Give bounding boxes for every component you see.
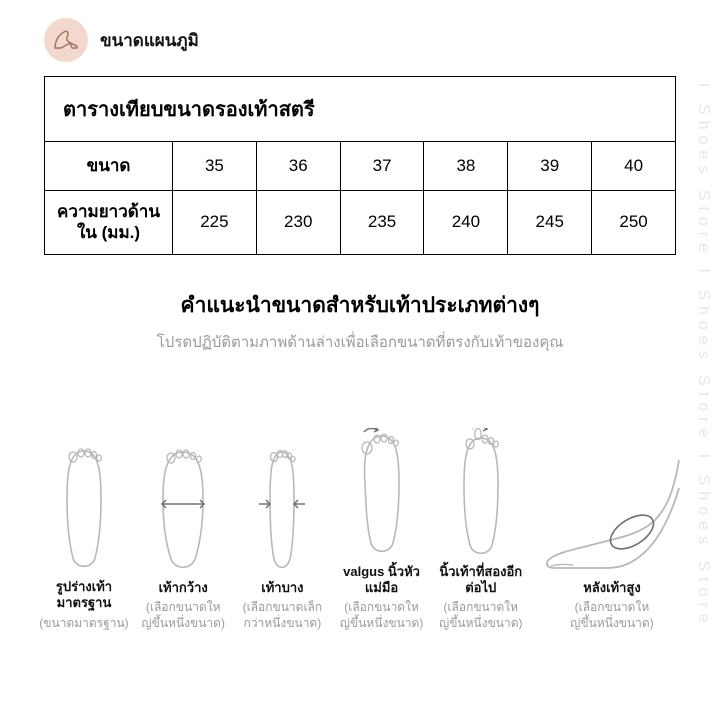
cell: 36 [256, 142, 340, 191]
foot-sublabel: (ขนาดมาตรฐาน) [39, 616, 128, 632]
foot-outline-icon [55, 443, 113, 573]
cell: 240 [424, 191, 508, 255]
header: ขนาดแผนภูมิ [0, 0, 720, 76]
foot-sublabel: (เลือกขนาดเล็ก กว่าหนึ่งขนาด) [243, 600, 323, 631]
size-table: ตารางเทียบขนาดรองเท้าสตรี ขนาด 35 36 37 … [44, 76, 676, 255]
cell: 250 [592, 191, 676, 255]
cell: 35 [173, 142, 257, 191]
foot-side-icon [537, 454, 687, 574]
page-title: ขนาดแผนภูมิ [100, 27, 199, 54]
cell: 235 [340, 191, 424, 255]
table-caption: ตารางเทียบขนาดรองเท้าสตรี [45, 77, 676, 142]
advice-subtitle: โปรดปฏิบัติตามภาพด้านล่างเพื่อเลือกขนาดท… [0, 330, 720, 354]
row-header-size: ขนาด [45, 142, 173, 191]
advice-section: คำแนะนำขนาดสำหรับเท้าประเภทต่างๆ โปรดปฏิ… [0, 289, 720, 354]
foot-outline-icon [452, 428, 510, 558]
foot-sublabel: (เลือกขนาดให ญ่ขึ้นหนึ่งขนาด) [141, 600, 225, 631]
table-row: ขนาด 35 36 37 38 39 40 [45, 142, 676, 191]
foot-standard: รูปร่างเท้า มาตรฐาน (ขนาดมาตรฐาน) [36, 443, 132, 631]
cell: 225 [173, 191, 257, 255]
foot-sublabel: (เลือกขนาดให ญ่ขึ้นหนึ่งขนาด) [570, 600, 654, 631]
cell: 37 [340, 142, 424, 191]
foot-label: หลังเท้าสูง [583, 580, 640, 596]
foot-wide: เท้ากว้าง (เลือกขนาดให ญ่ขึ้นหนึ่งขนาด) [135, 444, 231, 631]
cell: 38 [424, 142, 508, 191]
foot-label: นิ้วเท้าที่สองอีก ต่อไป [439, 564, 522, 597]
foot-label: รูปร่างเท้า มาตรฐาน [56, 579, 112, 612]
cell: 39 [508, 142, 592, 191]
advice-title: คำแนะนำขนาดสำหรับเท้าประเภทต่างๆ [0, 289, 720, 322]
foot-valgus: valgus นิ้วหัว แม่มือ (เลือกขนาดให ญ่ขึ้… [334, 428, 430, 632]
foot-outline-icon [253, 444, 311, 574]
foot-types-row: รูปร่างเท้า มาตรฐาน (ขนาดมาตรฐาน) เท้ากว… [0, 376, 720, 632]
foot-label: เท้าบาง [261, 580, 303, 596]
foot-sublabel: (เลือกขนาดให ญ่ขึ้นหนึ่งขนาด) [439, 600, 523, 631]
foot-outline-icon [353, 428, 411, 558]
table-row: ความยาวด้าน ใน (มม.) 225 230 235 240 245… [45, 191, 676, 255]
foot-sublabel: (เลือกขนาดให ญ่ขึ้นหนึ่งขนาด) [340, 600, 424, 631]
cell: 230 [256, 191, 340, 255]
foot-label: เท้ากว้าง [159, 580, 208, 596]
row-header-length: ความยาวด้าน ใน (มม.) [45, 191, 173, 255]
foot-label: valgus นิ้วหัว แม่มือ [343, 564, 420, 597]
cell: 40 [592, 142, 676, 191]
heel-shoe-icon [44, 18, 88, 62]
cell: 245 [508, 191, 592, 255]
foot-high-instep: หลังเท้าสูง (เลือกขนาดให ญ่ขึ้นหนึ่งขนาด… [532, 454, 692, 631]
foot-long-second-toe: นิ้วเท้าที่สองอีก ต่อไป (เลือกขนาดให ญ่ข… [433, 428, 529, 632]
foot-thin: เท้าบาง (เลือกขนาดเล็ก กว่าหนึ่งขนาด) [234, 444, 330, 631]
foot-outline-icon [154, 444, 212, 574]
